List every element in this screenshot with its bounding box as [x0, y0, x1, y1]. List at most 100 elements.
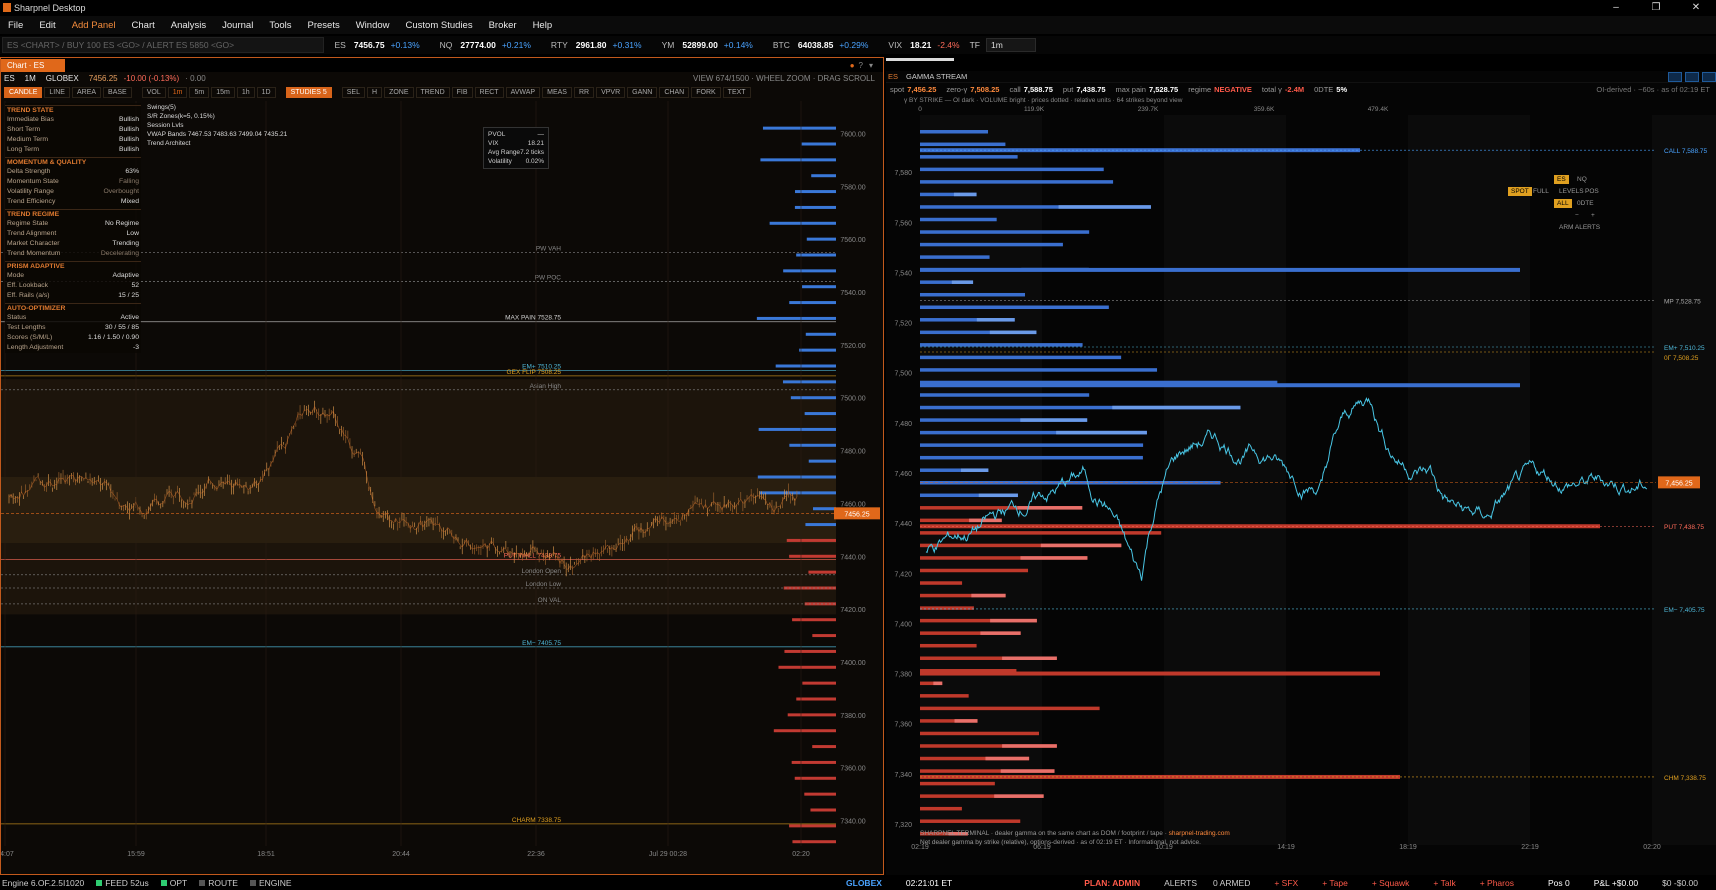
timeframe-input[interactable]: 1m — [986, 38, 1036, 52]
menu-window[interactable]: Window — [355, 19, 390, 31]
menu-broker[interactable]: Broker — [488, 19, 517, 31]
tool-meas[interactable]: MEAS — [542, 86, 572, 98]
gamma-stat-value: NEGATIVE — [1214, 84, 1252, 94]
gamma-footer-link[interactable]: sharpnel-trading.com — [1168, 830, 1230, 837]
command-input[interactable]: ES <CHART> / BUY 100 ES <GO> / ALERT ES … — [2, 37, 325, 53]
tool-studies-5[interactable]: STUDIES 5 — [285, 86, 332, 98]
tool-15m[interactable]: 15m — [211, 86, 235, 98]
alerts-label[interactable]: ALERTS — [1164, 878, 1198, 888]
tool-gann[interactable]: GANN — [627, 86, 658, 98]
chart-timeframe[interactable]: 1M — [24, 74, 36, 83]
x-tick-label: 18:51 — [257, 851, 275, 858]
gamma-view-btn-es[interactable]: ES — [1554, 175, 1569, 184]
tool-zone[interactable]: ZONE — [384, 86, 414, 98]
tab-chart-es[interactable]: Chart · ES — [1, 58, 65, 72]
tool-fib[interactable]: FIB — [451, 86, 473, 98]
chart-symbol[interactable]: ES — [4, 74, 15, 83]
strike-label: 7,560 — [894, 220, 912, 227]
tool-trend[interactable]: TREND — [415, 86, 450, 98]
squawk-toggle[interactable]: + Squawk — [1371, 878, 1410, 888]
state-key: Medium Term — [7, 136, 49, 143]
menu-presets[interactable]: Presets — [307, 19, 340, 31]
gamma-axis-label: 479.4K — [1368, 106, 1389, 113]
plan-label[interactable]: PLAN: ADMIN — [1084, 878, 1141, 888]
ticker-vix[interactable]: VIX 18.21 -2.4% — [888, 40, 969, 50]
menu-add-panel[interactable]: Add Panel — [71, 19, 116, 31]
menu-help[interactable]: Help — [532, 19, 553, 31]
y-tick-label: 7380.00 — [840, 713, 865, 720]
tool-text[interactable]: TEXT — [722, 86, 751, 98]
zoom-y-out-icon[interactable] — [1685, 71, 1699, 82]
gamma-view-btn-pos[interactable]: POS — [1585, 188, 1599, 195]
gamma-view-btn-spot[interactable]: SPOT — [1508, 187, 1532, 196]
state-key: Status — [7, 314, 27, 321]
menu-file[interactable]: File — [8, 19, 24, 31]
tool-sel[interactable]: SEL — [341, 86, 365, 98]
tool-1h[interactable]: 1h — [236, 86, 255, 98]
minimize-icon[interactable]: – — [1613, 2, 1619, 13]
gamma-strike-bar — [812, 507, 836, 511]
gamma-strike-bar — [757, 475, 836, 479]
gamma-view-btn-arm-alerts[interactable]: ARM ALERTS — [1559, 224, 1601, 231]
gamma-symbol[interactable]: ES — [888, 72, 899, 81]
gamma-view-btn-levels[interactable]: LEVELS — [1559, 188, 1584, 195]
chevron-down-icon[interactable]: ▾ — [868, 60, 873, 70]
tool-1d[interactable]: 1D — [256, 86, 276, 98]
tool-area[interactable]: AREA — [71, 86, 102, 98]
chart-view-info: VIEW 674/1500 · WHEEL ZOOM · DRAG SCROLL — [693, 74, 875, 83]
tool-fork[interactable]: FORK — [691, 86, 721, 98]
tool-candle[interactable]: CANDLE — [4, 86, 43, 98]
state-key: Trend Efficiency — [7, 198, 56, 205]
maximize-icon[interactable]: ❐ — [1651, 2, 1661, 13]
gamma-view-btn-0dte[interactable]: 0DTE — [1577, 200, 1594, 207]
gamma-strike-bar — [812, 634, 836, 638]
tool-1m[interactable]: 1m — [167, 86, 188, 98]
tool-h[interactable]: H — [367, 86, 383, 98]
tool-line[interactable]: LINE — [44, 86, 70, 98]
sfx-toggle[interactable]: + SFX — [1274, 878, 1299, 888]
tool-base[interactable]: BASE — [103, 86, 132, 98]
zoom-y-icon[interactable] — [1668, 71, 1682, 82]
menu-chart[interactable]: Chart — [131, 19, 155, 31]
tool-rect[interactable]: RECT — [474, 86, 504, 98]
gamma-key-bar — [920, 383, 1520, 388]
close-icon[interactable]: ✕ — [1691, 2, 1701, 13]
tool-vol[interactable]: VOL — [141, 86, 166, 98]
gamma-view-btn-minus[interactable]: − — [1575, 212, 1579, 219]
ticker-es[interactable]: ES 7456.75 +0.13% — [334, 40, 429, 50]
menu-edit[interactable]: Edit — [39, 19, 56, 31]
pharos-toggle[interactable]: + Pharos — [1479, 878, 1514, 888]
gamma-chart-svg[interactable]: 0 119.9K 239.7K 359.6K 479.4K 7,580 7,560 7,540… — [886, 105, 1716, 865]
menu-journal[interactable]: Journal — [222, 19, 254, 31]
status-right: GLOBEX 02:21:01 ET PLAN: ADMIN ALERTS 0 … — [834, 876, 1710, 890]
strike-label: 7,440 — [894, 521, 912, 528]
gamma-volume-bar — [953, 192, 977, 197]
tool-chan[interactable]: CHAN — [659, 86, 690, 98]
gamma-view-btn-full[interactable]: FULL — [1533, 188, 1549, 195]
tool-5m[interactable]: 5m — [189, 86, 210, 98]
tab-gamma-stream[interactable] — [886, 57, 954, 61]
price-chart[interactable]: 7600.00 7580.00 7560.00 7540.00 7520.00 7500.… — [0, 24, 883, 861]
menu-analysis[interactable]: Analysis — [170, 19, 207, 31]
gamma-strike-bar — [920, 581, 963, 585]
gamma-view-btn-plus[interactable]: + — [1591, 212, 1595, 219]
help-icon[interactable]: ? — [858, 60, 863, 70]
gamma-volume-bar — [1058, 205, 1151, 209]
tool-vpvr[interactable]: VPVR — [596, 86, 626, 98]
gamma-key-bar — [920, 671, 1380, 676]
state-section-title: MOMENTUM & QUALITY — [5, 157, 141, 167]
talk-toggle[interactable]: + Talk — [1433, 878, 1456, 888]
gamma-view-btn-all[interactable]: ALL — [1554, 199, 1572, 208]
menu-custom-studies[interactable]: Custom Studies — [405, 19, 473, 31]
tool-rr[interactable]: RR — [573, 86, 595, 98]
ticker-ym[interactable]: YM 52899.00 +0.14% — [662, 40, 763, 50]
fit-icon[interactable] — [1702, 71, 1716, 82]
menu-tools[interactable]: Tools — [269, 19, 292, 31]
gamma-view-btn-nq[interactable]: NQ — [1577, 176, 1587, 183]
tape-toggle[interactable]: + Tape — [1322, 878, 1348, 888]
ticker-nq[interactable]: NQ 27774.00 +0.21% — [440, 40, 541, 50]
tool-avwap[interactable]: AVWAP — [505, 86, 541, 98]
ticker-rty[interactable]: RTY 2961.80 +0.31% — [551, 40, 652, 50]
gamma-strike-bar — [804, 602, 836, 606]
ticker-btc[interactable]: BTC 64038.85 +0.29% — [773, 40, 879, 50]
